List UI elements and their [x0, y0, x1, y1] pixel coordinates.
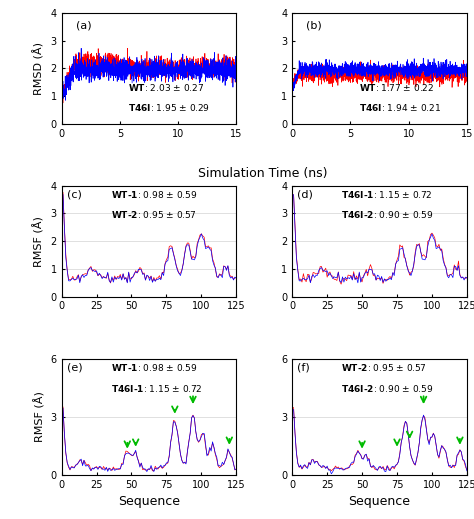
Y-axis label: RMSF (Å): RMSF (Å) — [34, 216, 45, 267]
Text: (e): (e) — [67, 362, 82, 372]
Y-axis label: RMSF (Å): RMSF (Å) — [34, 391, 45, 442]
X-axis label: Sequence: Sequence — [118, 495, 180, 508]
Text: (d): (d) — [298, 189, 313, 199]
Text: $\mathbf{T46I‑2}$: 0.90 ± 0.59: $\mathbf{T46I‑2}$: 0.90 ± 0.59 — [341, 209, 433, 220]
Text: (f): (f) — [298, 362, 310, 372]
Text: $\mathbf{T46I‑1}$: 1.15 ± 0.72: $\mathbf{T46I‑1}$: 1.15 ± 0.72 — [341, 189, 433, 200]
Text: $\mathbf{WT‑2}$: 0.95 ± 0.57: $\mathbf{WT‑2}$: 0.95 ± 0.57 — [341, 362, 427, 373]
Text: Simulation Time (ns): Simulation Time (ns) — [198, 167, 328, 180]
Text: $\mathbf{T46I‑1}$: 1.15 ± 0.72: $\mathbf{T46I‑1}$: 1.15 ± 0.72 — [110, 383, 202, 394]
Text: $\mathbf{WT}$: 1.77 ± 0.22: $\mathbf{WT}$: 1.77 ± 0.22 — [359, 81, 434, 93]
Text: $\mathbf{WT}$: 2.03 ± 0.27: $\mathbf{WT}$: 2.03 ± 0.27 — [128, 81, 204, 93]
Text: $\mathbf{WT‑1}$: 0.98 ± 0.59: $\mathbf{WT‑1}$: 0.98 ± 0.59 — [110, 362, 197, 373]
Text: $\mathbf{T46I‑2}$: 0.90 ± 0.59: $\mathbf{T46I‑2}$: 0.90 ± 0.59 — [341, 383, 433, 394]
Text: $\mathbf{WT‑2}$: 0.95 ± 0.57: $\mathbf{WT‑2}$: 0.95 ± 0.57 — [110, 209, 197, 220]
Text: (a): (a) — [75, 21, 91, 31]
X-axis label: Sequence: Sequence — [348, 495, 410, 508]
Y-axis label: RMSD (Å): RMSD (Å) — [34, 42, 45, 95]
Text: $\mathbf{WT‑1}$: 0.98 ± 0.59: $\mathbf{WT‑1}$: 0.98 ± 0.59 — [110, 189, 197, 200]
Text: (c): (c) — [67, 189, 82, 199]
Text: $\mathbf{T46I}$: 1.94 ± 0.21: $\mathbf{T46I}$: 1.94 ± 0.21 — [359, 102, 440, 113]
Text: (b): (b) — [306, 21, 322, 31]
Text: $\mathbf{T46I}$: 1.95 ± 0.29: $\mathbf{T46I}$: 1.95 ± 0.29 — [128, 102, 210, 113]
